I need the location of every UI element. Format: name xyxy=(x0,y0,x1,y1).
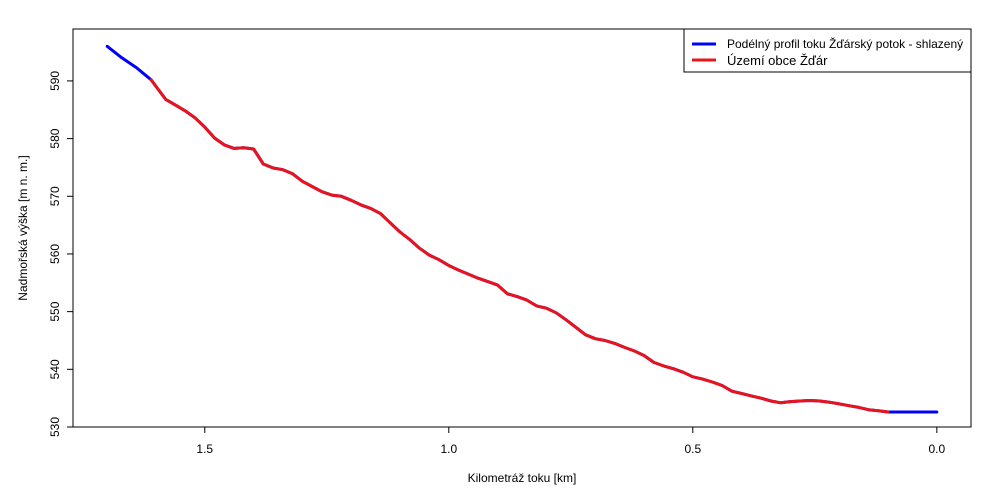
y-axis: 530 540 550 560 570 580 590 xyxy=(48,71,73,437)
x-axis-label: Kilometráž toku [km] xyxy=(468,471,577,485)
series-layer xyxy=(105,44,939,414)
y-tick-label: 540 xyxy=(48,359,62,379)
x-tick-label: 0.0 xyxy=(928,442,945,456)
y-tick-label: 590 xyxy=(48,71,62,91)
x-tick-label: 0.5 xyxy=(684,442,701,456)
legend-label-0: Podélný profil toku Žďárský potok - shla… xyxy=(727,36,963,51)
y-tick-label: 530 xyxy=(48,417,62,437)
series-line-1 xyxy=(149,78,890,414)
y-axis-label: Nadmořská výška [m n. m.] xyxy=(16,155,30,300)
y-tick-label: 580 xyxy=(48,128,62,148)
plot-frame xyxy=(72,28,972,428)
x-axis: 1.5 1.0 0.5 0.0 xyxy=(196,427,946,456)
x-tick-label: 1.5 xyxy=(196,442,213,456)
y-tick-label: 570 xyxy=(48,186,62,206)
legend-box xyxy=(683,28,972,73)
legend: Podélný profil toku Žďárský potok - shla… xyxy=(683,28,972,73)
y-tick-label: 560 xyxy=(48,244,62,264)
legend-label-1: Území obce Žďár xyxy=(727,53,828,68)
y-tick-label: 550 xyxy=(48,301,62,321)
x-tick-label: 1.0 xyxy=(440,442,457,456)
series-line-0 xyxy=(105,44,939,414)
